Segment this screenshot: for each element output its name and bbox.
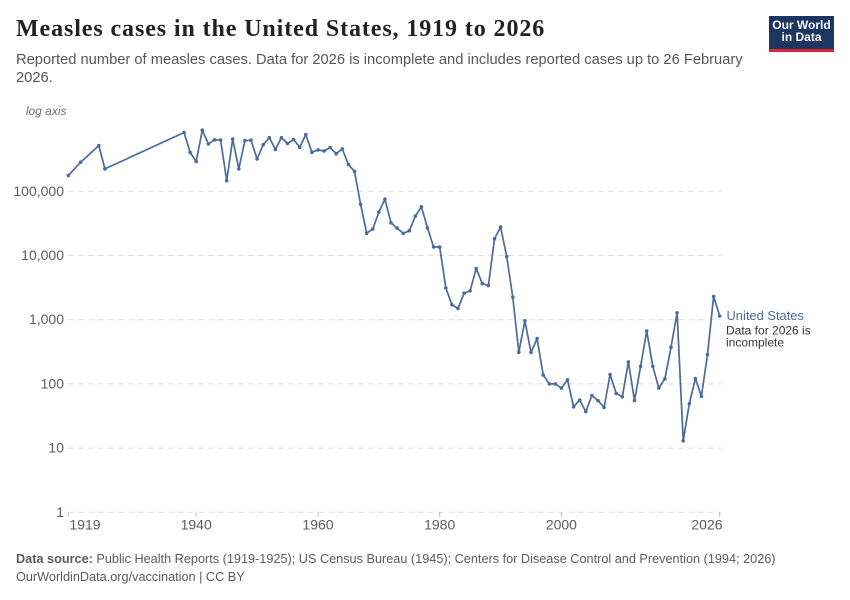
svg-text:incomplete: incomplete xyxy=(726,335,784,349)
svg-text:2026: 2026 xyxy=(691,517,722,533)
svg-text:100,000: 100,000 xyxy=(13,183,64,199)
svg-text:Data for 2026 is: Data for 2026 is xyxy=(726,324,811,338)
svg-text:1,000: 1,000 xyxy=(29,311,64,327)
svg-text:10: 10 xyxy=(48,440,64,456)
svg-text:1960: 1960 xyxy=(302,517,333,533)
svg-text:1940: 1940 xyxy=(181,517,212,533)
svg-text:10,000: 10,000 xyxy=(21,247,64,263)
svg-text:United States: United States xyxy=(727,308,804,323)
svg-text:1980: 1980 xyxy=(424,517,455,533)
svg-text:100: 100 xyxy=(41,375,65,391)
svg-text:log axis: log axis xyxy=(26,104,67,118)
svg-text:1: 1 xyxy=(56,504,64,520)
svg-text:2000: 2000 xyxy=(546,517,577,533)
svg-text:1919: 1919 xyxy=(69,517,100,533)
